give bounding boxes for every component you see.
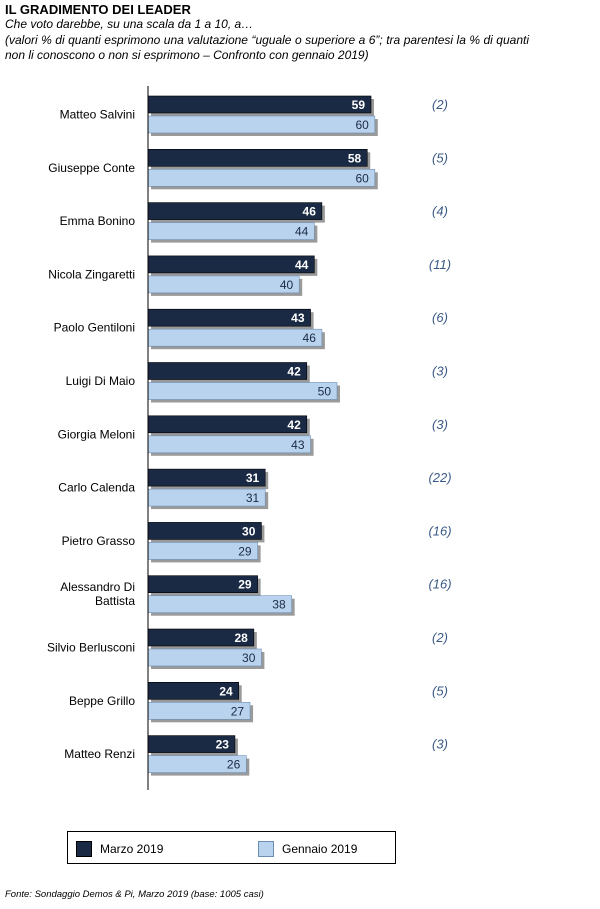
dont-know-annotation: (16): [428, 523, 451, 538]
category-label: Giuseppe Conte: [48, 161, 135, 175]
legend-label-gennaio: Gennaio 2019: [282, 842, 358, 856]
value-label-marzo: 30: [242, 524, 256, 538]
bar-marzo-2019: [147, 362, 308, 380]
value-label-gennaio: 30: [242, 651, 256, 665]
dont-know-annotation: (2): [432, 630, 448, 645]
dont-know-annotation: (3): [432, 417, 448, 432]
value-label-gennaio: 43: [291, 438, 305, 452]
bar-gennaio-2019: [147, 382, 338, 400]
value-label-marzo: 31: [246, 471, 260, 485]
bar-gennaio-2019: [147, 115, 376, 134]
bar-marzo-2019: [147, 149, 368, 167]
value-label-marzo: 42: [287, 418, 301, 432]
value-label-gennaio: 46: [303, 331, 317, 345]
value-label-gennaio: 29: [238, 544, 252, 558]
bar-chart: Matteo Salvini 59 60 (2) Giuseppe Conte 58 60 (…: [47, 86, 452, 790]
dont-know-annotation: (5): [432, 150, 448, 165]
chart-title: IL GRADIMENTO DEI LEADER: [5, 2, 191, 17]
bar-marzo-2019: [147, 202, 323, 220]
value-label-gennaio: 50: [318, 385, 332, 399]
dont-know-annotation: (3): [432, 364, 448, 379]
category-label: Luigi Di Maio: [66, 374, 136, 388]
bar-gennaio-2019: [147, 275, 300, 294]
category-label: Matteo Salvini: [60, 108, 135, 122]
dont-know-annotation: (16): [428, 577, 451, 592]
category-label: Pietro Grasso: [62, 534, 136, 548]
category-label: Nicola Zingaretti: [48, 267, 135, 281]
value-label-marzo: 46: [303, 205, 317, 219]
value-label-gennaio: 44: [295, 225, 309, 239]
dont-know-annotation: (2): [432, 97, 448, 112]
value-label-gennaio: 38: [272, 598, 286, 612]
bar-gennaio-2019: [147, 595, 292, 614]
legend-item-marzo: Marzo 2019: [76, 841, 163, 857]
category-label: Beppe Grillo: [69, 694, 135, 708]
category-label: Carlo Calenda: [58, 481, 135, 495]
bar-gennaio-2019: [147, 169, 376, 187]
value-label-gennaio: 26: [227, 758, 241, 772]
chart-note: (valori % di quanti esprimono una valuta…: [5, 33, 529, 62]
value-label-marzo: 58: [348, 151, 362, 165]
value-label-gennaio: 40: [280, 278, 294, 292]
legend-swatch-marzo: [76, 841, 92, 857]
legend-swatch-gennaio: [258, 841, 274, 857]
value-label-marzo: 42: [287, 365, 301, 379]
chart-subtitle: Che voto darebbe, su una scala da 1 a 10…: [5, 17, 254, 31]
bar-gennaio-2019: [147, 222, 315, 240]
bar-marzo-2019: [147, 415, 308, 434]
value-label-marzo: 29: [238, 578, 252, 592]
value-label-marzo: 44: [295, 258, 309, 272]
value-label-marzo: 23: [216, 738, 230, 752]
dont-know-annotation: (5): [432, 683, 448, 698]
category-label: Silvio Berlusconi: [47, 641, 135, 655]
value-label-marzo: 24: [219, 684, 233, 698]
value-label-gennaio: 31: [246, 491, 260, 505]
bar-marzo-2019: [147, 95, 372, 114]
bar-marzo-2019: [147, 255, 315, 274]
bar-gennaio-2019: [147, 328, 323, 347]
category-label: Paolo Gentiloni: [54, 321, 135, 335]
category-label: Matteo Renzi: [64, 747, 135, 761]
dont-know-annotation: (3): [432, 737, 448, 752]
category-label: Emma Bonino: [60, 214, 136, 228]
value-label-marzo: 43: [291, 311, 305, 325]
dont-know-annotation: (6): [432, 310, 448, 325]
legend-label-marzo: Marzo 2019: [100, 842, 164, 856]
source-note: Fonte: Sondaggio Demos & Pi, Marzo 2019 …: [5, 889, 264, 900]
value-label-gennaio: 60: [355, 118, 369, 132]
value-label-marzo: 59: [352, 98, 366, 112]
bar-marzo-2019: [147, 308, 311, 327]
dont-know-annotation: (4): [432, 204, 448, 219]
chart-legend: Marzo 2019 Gennaio 2019: [67, 831, 396, 864]
dont-know-annotation: (11): [429, 257, 451, 272]
value-label-gennaio: 60: [355, 171, 369, 185]
legend-item-gennaio: Gennaio 2019: [258, 841, 357, 857]
category-label: Alessandro Di Battista: [60, 580, 135, 608]
value-label-marzo: 28: [234, 631, 248, 645]
value-label-gennaio: 27: [231, 704, 245, 718]
dont-know-annotation: (22): [428, 470, 451, 485]
bar-gennaio-2019: [147, 435, 311, 454]
category-label: Giorgia Meloni: [58, 427, 135, 441]
